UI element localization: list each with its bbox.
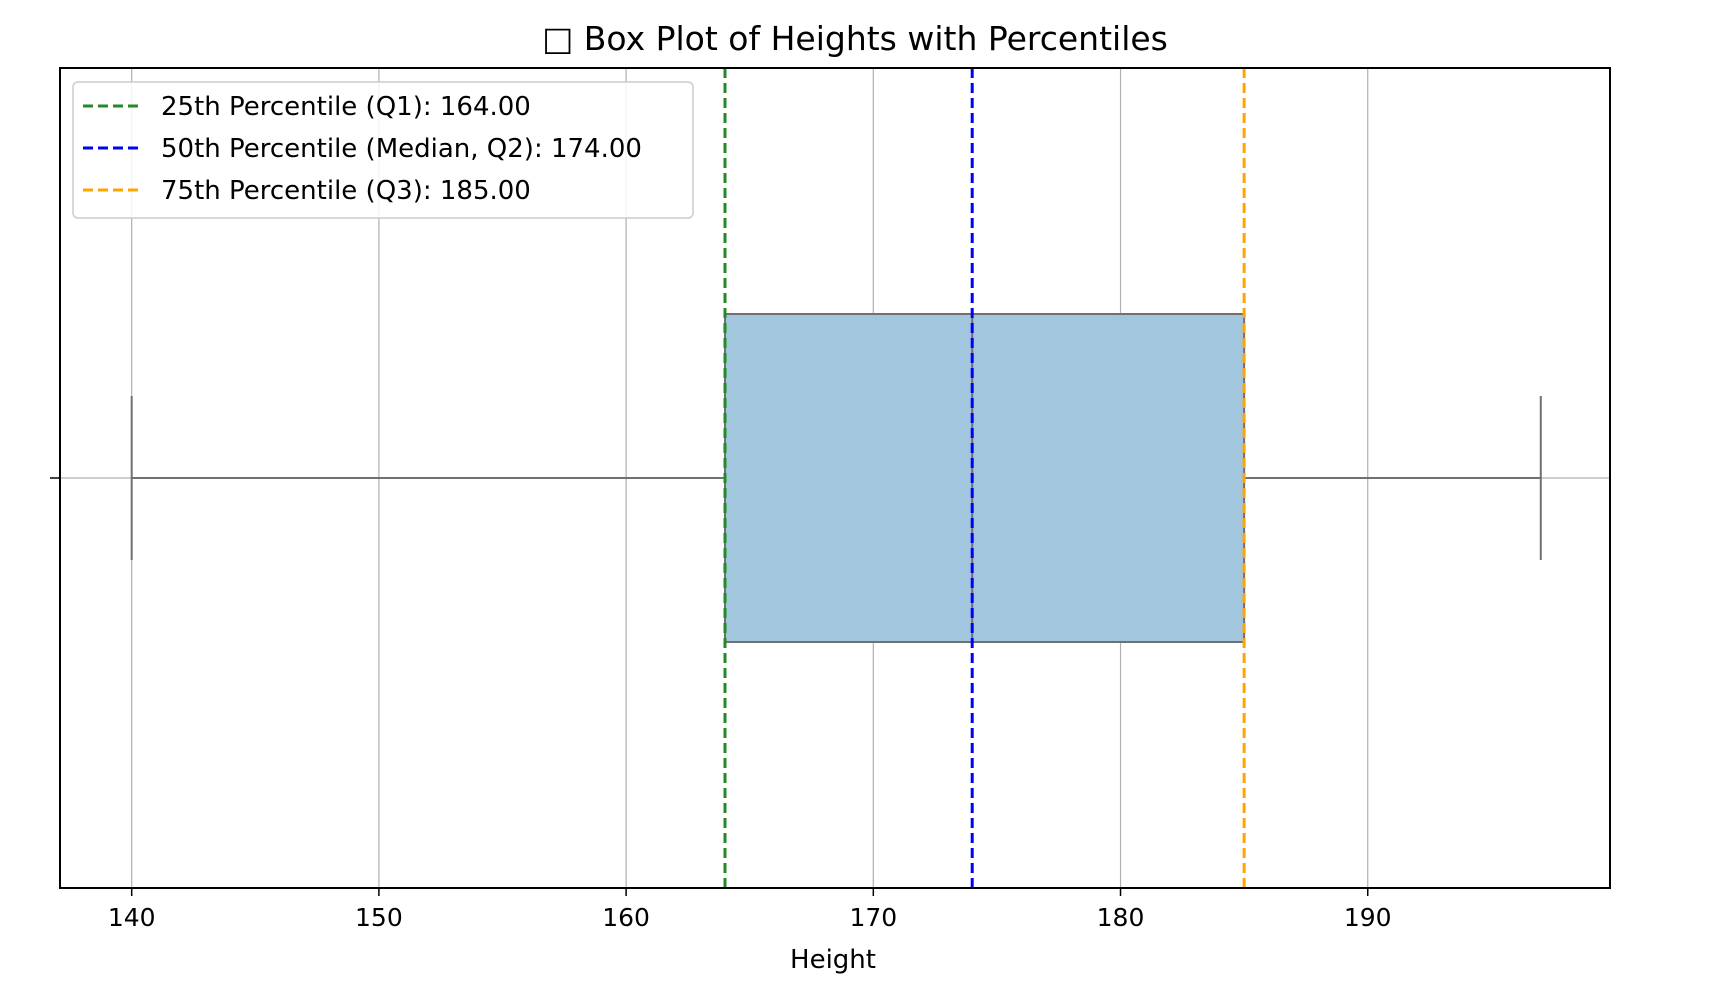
legend-frame xyxy=(72,81,694,219)
box-layer xyxy=(130,68,1542,888)
legend-entry: 25th Percentile (Q1): 164.00 xyxy=(161,92,531,122)
x-tick-label: 170 xyxy=(849,903,897,932)
x-tick-label: 180 xyxy=(1097,903,1145,932)
iqr-box xyxy=(723,313,1246,643)
x-axis-ticks: 140 150 160 170 180 190 xyxy=(50,477,1392,932)
x-axis-label: Height xyxy=(790,945,876,975)
x-tick-label: 140 xyxy=(108,903,156,932)
x-tick-label: 190 xyxy=(1344,903,1392,932)
legend-entry: 50th Percentile (Median, Q2): 174.00 xyxy=(161,134,642,164)
chart-title: □ Box Plot of Heights with Percentiles xyxy=(542,19,1168,58)
legend: 25th Percentile (Q1): 164.00 50th Percent… xyxy=(72,81,694,219)
x-tick-label: 150 xyxy=(355,903,403,932)
legend-entry: 75th Percentile (Q3): 185.00 xyxy=(161,176,531,206)
x-tick-label: 160 xyxy=(602,903,650,932)
